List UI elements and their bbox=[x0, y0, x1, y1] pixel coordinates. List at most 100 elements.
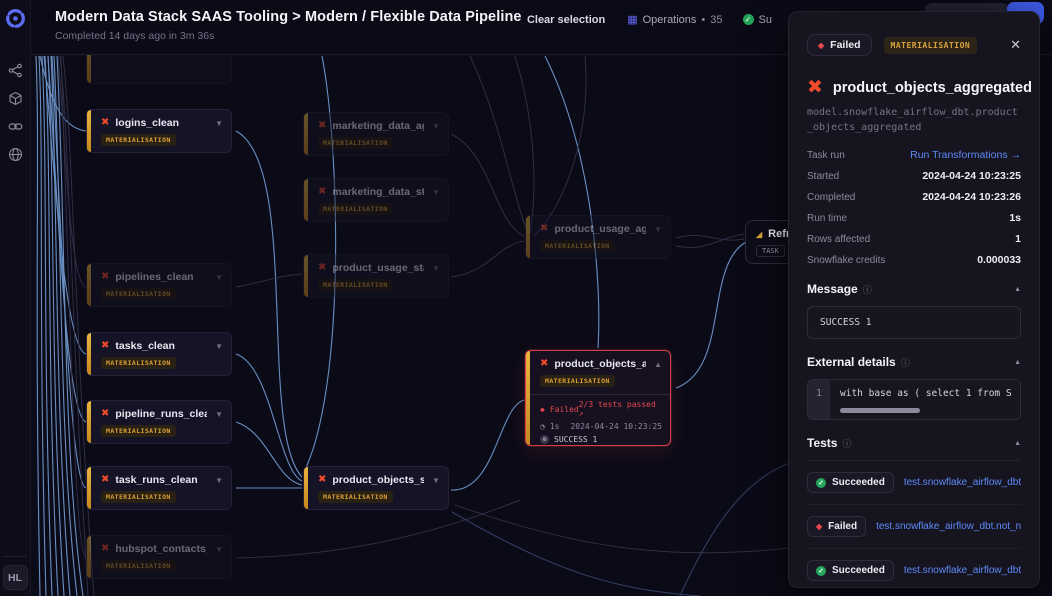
materialisation-badge: MATERIALISATION bbox=[101, 357, 176, 369]
chevron-down-icon[interactable]: ▼ bbox=[432, 263, 440, 273]
graph-node-product-usage-aggregated[interactable]: ✖ product_usage_aggregated ▼ MATERIALISA… bbox=[525, 215, 671, 259]
line-number: 1 bbox=[808, 380, 830, 419]
task-badge: TASK bbox=[756, 245, 785, 257]
graph-node-marketing-data-aggregated[interactable]: ✖ marketing_data_aggregated ▼ MATERIALIS… bbox=[303, 112, 449, 156]
collapse-icon[interactable]: ▲ bbox=[1014, 439, 1021, 447]
run-status-subtitle: Completed 14 days ago in 3m 36s bbox=[55, 30, 215, 42]
tests-section-header: Tests ⓘ ▲ bbox=[807, 436, 1021, 450]
operations-grid-icon: ▦ bbox=[627, 14, 638, 26]
graph-node-product-objects-aggregated-selected[interactable]: ✖ product_objects_aggregated ▲ MATERIALI… bbox=[525, 350, 671, 446]
task-type-icon: ◢ bbox=[756, 229, 763, 239]
failed-diamond-icon: ◆ bbox=[816, 522, 823, 531]
chevron-down-icon[interactable]: ▼ bbox=[432, 121, 440, 131]
collapse-icon[interactable]: ▲ bbox=[1014, 285, 1021, 293]
detail-row: Run time 1s bbox=[807, 212, 1021, 224]
succeeded-check-icon: ✓ bbox=[816, 477, 826, 488]
detail-row: Started 2024-04-24 10:23:25 bbox=[807, 170, 1021, 182]
chevron-down-icon[interactable]: ▼ bbox=[432, 475, 440, 485]
collapse-icon[interactable]: ▲ bbox=[1014, 358, 1021, 366]
graph-node-logins-clean[interactable]: ✖ logins_clean ▼ MATERIALISATION bbox=[86, 109, 232, 153]
succeeded-filter-chip[interactable]: ✓ Su bbox=[742, 14, 772, 26]
materialisation-badge: MATERIALISATION bbox=[318, 279, 393, 291]
detail-row: Snowflake credits 0.000033 bbox=[807, 254, 1021, 266]
node-accent-strip bbox=[87, 467, 91, 509]
detail-row: Rows affected 1 bbox=[807, 233, 1021, 245]
materialisation-badge: MATERIALISATION bbox=[101, 425, 176, 437]
materialisation-badge: MATERIALISATION bbox=[318, 491, 393, 503]
app-sidebar: HL bbox=[0, 0, 31, 596]
node-timestamp: 2024-04-24 10:23:25 bbox=[570, 422, 662, 431]
test-link[interactable]: test.snowflake_airflow_dbt.unique_pro bbox=[903, 477, 1021, 488]
page-title: Modern Data Stack SAAS Tooling > Modern … bbox=[55, 9, 522, 25]
test-row: ✓ Succeeded test.snowflake_airflow_dbt.n… bbox=[807, 549, 1021, 592]
materialisation-badge: MATERIALISATION bbox=[101, 491, 176, 503]
chevron-down-icon[interactable]: ▼ bbox=[215, 341, 223, 351]
clock-icon: ◔ bbox=[540, 422, 545, 431]
chevron-down-icon[interactable]: ▼ bbox=[215, 544, 223, 554]
chevron-down-icon[interactable]: ▼ bbox=[215, 118, 223, 128]
test-row: ◆ Failed test.snowflake_airflow_dbt.not_… bbox=[807, 505, 1021, 549]
test-row: ✓ Succeeded test.snowflake_airflow_dbt.u… bbox=[807, 461, 1021, 505]
chevron-up-icon[interactable]: ▲ bbox=[654, 359, 662, 369]
node-accent-strip bbox=[304, 255, 308, 297]
operations-bullet: • bbox=[701, 13, 706, 26]
test-status-badge: ◆ Failed bbox=[807, 516, 867, 537]
node-message: SUCCESS 1 bbox=[554, 435, 598, 444]
panel-status-badge: ◆ Failed bbox=[807, 34, 872, 56]
dbt-icon: ✖ bbox=[318, 186, 327, 197]
detail-row: Task run Run Transformations → bbox=[807, 149, 1021, 161]
link-icon[interactable] bbox=[8, 119, 23, 134]
test-status-badge: ✓ Succeeded bbox=[807, 472, 894, 493]
graph-node-hubspot-contacts-clean[interactable]: ✖ hubspot_contacts_clean ▼ MATERIALISATI… bbox=[86, 535, 232, 579]
graph-node-task-runs-clean[interactable]: ✖ task_runs_clean ▼ MATERIALISATION bbox=[86, 466, 232, 510]
operations-count: 35 bbox=[710, 13, 723, 26]
info-icon: ⓘ bbox=[842, 438, 852, 449]
graph-node-product-objects-staging[interactable]: ✖ product_objects_staging ▼ MATERIALISAT… bbox=[303, 466, 449, 510]
graph-node-product-usage-staging[interactable]: ✖ product_usage_staging ▼ MATERIALISATIO… bbox=[303, 254, 449, 298]
failed-diamond-icon: ◆ bbox=[540, 404, 545, 414]
graph-node-marketing-data-staging[interactable]: ✖ marketing_data_staging ▼ MATERIALISATI… bbox=[303, 178, 449, 222]
test-status-badge: ✓ Succeeded bbox=[807, 560, 894, 581]
chevron-down-icon[interactable]: ▼ bbox=[654, 224, 662, 234]
node-accent-strip bbox=[87, 536, 91, 578]
materialisation-badge: MATERIALISATION bbox=[318, 137, 393, 149]
chevron-down-icon[interactable]: ▼ bbox=[215, 409, 223, 419]
run-transformations-link[interactable]: Run Transformations → bbox=[910, 149, 1021, 161]
test-link[interactable]: test.snowflake_airflow_dbt.not_null_pr bbox=[876, 521, 1021, 532]
graph-node-pipeline-runs-clean[interactable]: ✖ pipeline_runs_clean ▼ MATERIALISATION bbox=[86, 400, 232, 444]
chevron-down-icon[interactable]: ▼ bbox=[215, 475, 223, 485]
graph-node-tasks-clean[interactable]: ✖ tasks_clean ▼ MATERIALISATION bbox=[86, 332, 232, 376]
operations-filter-chip[interactable]: ▦ Operations • 35 bbox=[627, 13, 723, 27]
node-accent-strip bbox=[87, 401, 91, 443]
user-avatar[interactable]: HL bbox=[2, 565, 28, 590]
globe-icon[interactable] bbox=[8, 147, 23, 162]
materialisation-badge: MATERIALISATION bbox=[540, 375, 615, 387]
test-link[interactable]: test.snowflake_airflow_dbt.not_null_pr bbox=[903, 565, 1021, 576]
node-accent-strip bbox=[304, 113, 308, 155]
clear-selection-button[interactable]: Clear selection bbox=[526, 13, 606, 26]
graph-node-pipelines-clean[interactable]: ✖ pipelines_clean ▼ MATERIALISATION bbox=[86, 263, 232, 307]
materialisation-badge: MATERIALISATION bbox=[540, 240, 615, 252]
dbt-icon: ✖ bbox=[101, 474, 110, 485]
chevron-down-icon[interactable]: ▼ bbox=[432, 187, 440, 197]
node-accent-strip bbox=[87, 264, 91, 306]
tests-summary-link[interactable]: 2/3 tests passed ↗ bbox=[578, 400, 656, 418]
dbt-icon: ✖ bbox=[318, 474, 327, 485]
dbt-icon: ✖ bbox=[101, 340, 110, 351]
external-details-code: 1 with base as ( select 1 from SNOWFLAKE bbox=[807, 379, 1021, 420]
code-line: with base as ( select 1 from SNOWFLAKE bbox=[840, 388, 1012, 399]
message-status-icon: ⚙ bbox=[540, 435, 549, 444]
panel-materialisation-badge: MATERIALISATION bbox=[883, 36, 978, 54]
model-path: model.snowflake_airflow_dbt.product_obje… bbox=[807, 107, 1018, 133]
dbt-icon: ✖ bbox=[101, 117, 110, 128]
horizontal-scrollbar[interactable] bbox=[840, 408, 920, 413]
divider bbox=[807, 460, 1021, 461]
app-logo[interactable] bbox=[5, 8, 26, 29]
failed-diamond-icon: ◆ bbox=[818, 40, 825, 50]
cube-icon[interactable] bbox=[8, 91, 23, 106]
node-accent-strip bbox=[304, 467, 308, 509]
dbt-icon: ✖ bbox=[101, 408, 110, 419]
chevron-down-icon[interactable]: ▼ bbox=[215, 272, 223, 282]
close-icon[interactable]: ✕ bbox=[1010, 37, 1021, 52]
lineage-graph-icon[interactable] bbox=[8, 63, 23, 78]
